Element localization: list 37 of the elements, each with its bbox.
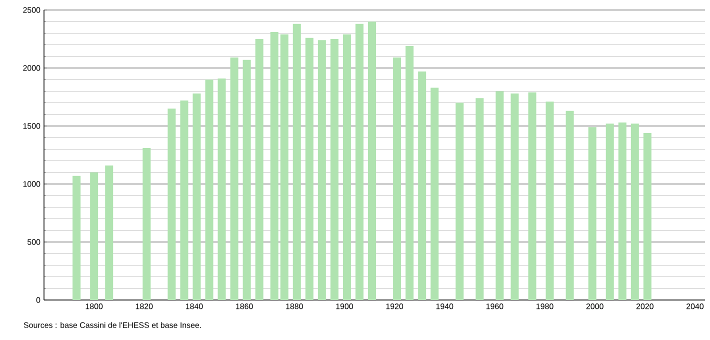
bar <box>72 176 81 300</box>
bar <box>566 110 574 300</box>
bar <box>90 172 98 300</box>
bar <box>368 22 376 300</box>
bar <box>230 58 238 300</box>
bar <box>218 78 226 300</box>
bar <box>205 80 214 300</box>
bar <box>430 88 439 300</box>
bar <box>510 94 519 300</box>
bar <box>342 34 351 300</box>
bar <box>618 122 626 300</box>
bar <box>168 108 176 300</box>
bar <box>588 127 596 300</box>
bar <box>355 24 364 300</box>
bar <box>476 98 484 300</box>
bar <box>643 132 652 300</box>
bar <box>180 100 188 300</box>
bar <box>406 46 414 300</box>
bar <box>330 39 338 300</box>
bar <box>192 94 201 300</box>
bar <box>418 71 426 300</box>
bar <box>496 91 504 300</box>
bar <box>242 60 251 300</box>
bar <box>546 102 554 300</box>
bar <box>292 24 301 300</box>
bar <box>142 148 151 300</box>
bar <box>270 32 278 300</box>
bar <box>528 92 536 300</box>
bar <box>456 102 464 300</box>
bar <box>393 58 402 300</box>
bar <box>606 124 614 300</box>
bar <box>305 38 314 300</box>
bar <box>105 165 114 300</box>
bar <box>280 34 288 300</box>
bar <box>318 40 326 300</box>
bar <box>255 39 264 300</box>
bar <box>630 124 639 300</box>
